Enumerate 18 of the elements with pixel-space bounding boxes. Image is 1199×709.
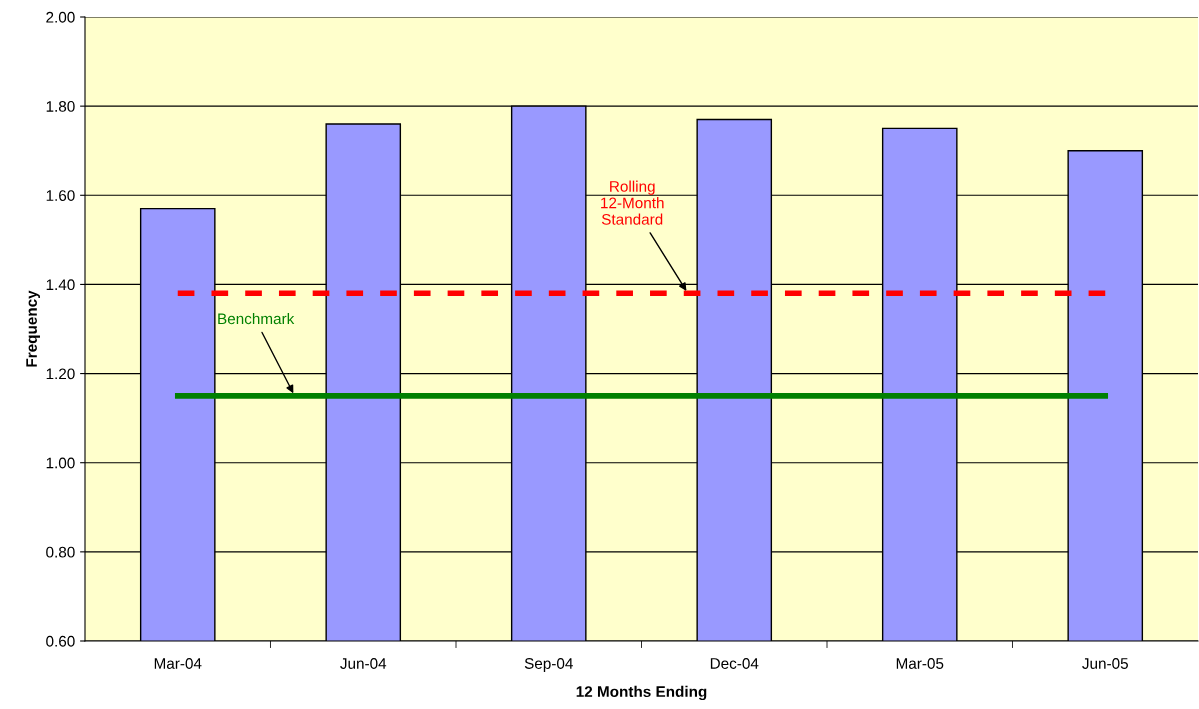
x-axis-title: 12 Months Ending bbox=[576, 685, 707, 701]
y-tick-label: 1.80 bbox=[46, 101, 75, 112]
y-tick-label: 1.60 bbox=[46, 190, 75, 201]
x-tick-label: Dec-04 bbox=[710, 658, 759, 669]
x-tick-label: Jun-05 bbox=[1082, 658, 1128, 669]
x-tick-label: Jun-04 bbox=[340, 658, 387, 669]
y-tick-label: 2.00 bbox=[46, 11, 75, 23]
x-tick-label: Mar-05 bbox=[896, 658, 944, 669]
y-tick-label: 0.60 bbox=[46, 635, 75, 647]
y-tick-label: 0.80 bbox=[46, 546, 75, 558]
text: Rolling 12-Month Standard bbox=[601, 180, 664, 225]
y-tick-label: 1.20 bbox=[46, 368, 75, 380]
text: Benchmark bbox=[218, 312, 295, 325]
x-tick-label: Mar-04 bbox=[154, 658, 202, 669]
y-tick-label: 1.00 bbox=[46, 457, 75, 469]
x-tick-label: Sep-04 bbox=[524, 658, 573, 672]
y-axis-title: Frequency bbox=[26, 290, 40, 367]
y-tick-label: 1.40 bbox=[46, 279, 75, 291]
